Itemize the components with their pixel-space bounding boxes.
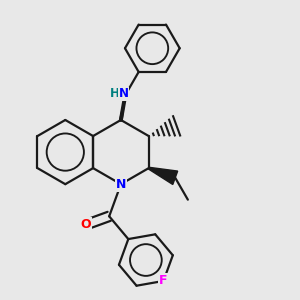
Text: N: N bbox=[119, 87, 129, 100]
Text: F: F bbox=[159, 274, 168, 287]
Text: H: H bbox=[110, 87, 120, 100]
Polygon shape bbox=[148, 167, 178, 184]
Polygon shape bbox=[120, 95, 125, 120]
Text: N: N bbox=[116, 178, 126, 191]
Text: O: O bbox=[80, 218, 91, 231]
